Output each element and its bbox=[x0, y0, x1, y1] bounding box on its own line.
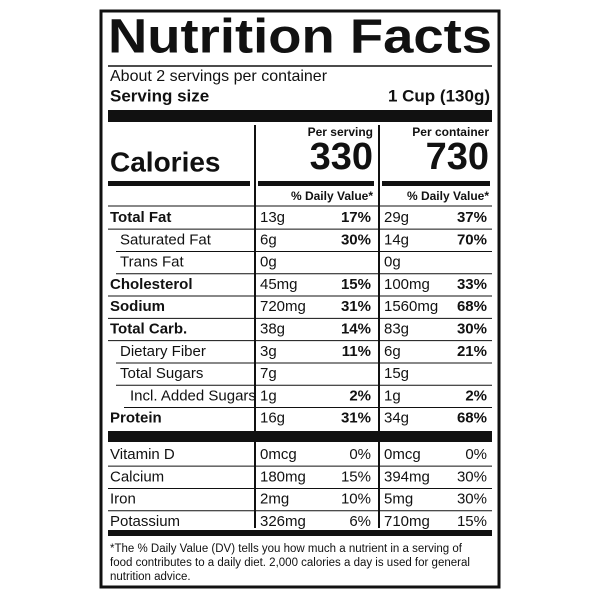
daily-value: 68% bbox=[457, 410, 487, 427]
serving-size: 1 Cup (130g) bbox=[388, 86, 490, 105]
nutrient-name: Calcium bbox=[110, 468, 164, 485]
amount: 6g bbox=[384, 343, 401, 360]
daily-value: 17% bbox=[341, 209, 371, 226]
daily-value: 15% bbox=[341, 276, 371, 293]
amount: 100mg bbox=[384, 276, 430, 293]
amount: 29g bbox=[384, 209, 409, 226]
amount: 38g bbox=[260, 320, 285, 337]
daily-value: 14% bbox=[341, 320, 371, 337]
amount: 710mg bbox=[384, 513, 430, 530]
amount: 0mcg bbox=[384, 446, 421, 463]
thick-bar bbox=[108, 110, 492, 122]
amount: 1560mg bbox=[384, 298, 438, 315]
amount: 3g bbox=[260, 343, 277, 360]
thick-bar bbox=[382, 181, 490, 186]
daily-value: 30% bbox=[457, 491, 487, 508]
daily-value: 31% bbox=[341, 298, 371, 315]
nutrient-name: Iron bbox=[110, 491, 136, 508]
thick-bar bbox=[108, 431, 492, 442]
amount: 2mg bbox=[260, 491, 289, 508]
column-heading: Per serving bbox=[308, 125, 373, 139]
daily-value: 2% bbox=[349, 387, 371, 404]
nutrient-name: Incl. Added Sugars bbox=[130, 387, 256, 404]
thick-bar bbox=[108, 181, 250, 186]
dv-heading: % Daily Value* bbox=[407, 189, 489, 203]
amount: 34g bbox=[384, 410, 409, 427]
calories-value: 730 bbox=[426, 136, 489, 178]
amount: 326mg bbox=[260, 513, 306, 530]
daily-value: 11% bbox=[342, 343, 371, 360]
nutrient-name: Sodium bbox=[110, 298, 165, 315]
amount: 720mg bbox=[260, 298, 306, 315]
amount: 45mg bbox=[260, 276, 298, 293]
nutrient-name: Total Sugars bbox=[120, 365, 203, 382]
daily-value: 30% bbox=[457, 468, 487, 485]
nutrient-name: Potassium bbox=[110, 513, 180, 530]
daily-value: 30% bbox=[341, 231, 371, 248]
footnote: *The % Daily Value (DV) tells you how mu… bbox=[110, 543, 463, 555]
title: Nutrition Facts bbox=[108, 11, 492, 64]
dv-heading: % Daily Value* bbox=[291, 189, 373, 203]
amount: 180mg bbox=[260, 468, 306, 485]
daily-value: 15% bbox=[457, 513, 487, 530]
amount: 394mg bbox=[384, 468, 430, 485]
nutrient-name: Saturated Fat bbox=[120, 231, 212, 248]
nutrient-name: Protein bbox=[110, 410, 162, 427]
daily-value: 37% bbox=[457, 209, 487, 226]
thick-bar bbox=[258, 181, 374, 186]
daily-value: 68% bbox=[457, 298, 487, 315]
daily-value: 31% bbox=[341, 410, 371, 427]
calories-value: 330 bbox=[310, 136, 373, 178]
daily-value: 21% bbox=[457, 343, 487, 360]
daily-value: 0% bbox=[465, 446, 487, 463]
daily-value: 2% bbox=[465, 387, 487, 404]
amount: 15g bbox=[384, 365, 409, 382]
daily-value: 10% bbox=[341, 491, 371, 508]
daily-value: 70% bbox=[457, 231, 487, 248]
nutrient-name: Total Carb. bbox=[110, 320, 187, 337]
footnote: food contributes to a daily diet. 2,000 … bbox=[110, 557, 470, 569]
footnote: nutrition advice. bbox=[110, 571, 191, 583]
amount: 13g bbox=[260, 209, 285, 226]
calories-label: Calories bbox=[110, 146, 221, 177]
nutrient-name: Total Fat bbox=[110, 209, 171, 226]
daily-value: 33% bbox=[457, 276, 487, 293]
daily-value: 30% bbox=[457, 320, 487, 337]
amount: 16g bbox=[260, 410, 285, 427]
amount: 7g bbox=[260, 365, 277, 382]
column-heading: Per container bbox=[412, 125, 489, 139]
amount: 14g bbox=[384, 231, 409, 248]
amount: 83g bbox=[384, 320, 409, 337]
amount: 6g bbox=[260, 231, 277, 248]
daily-value: 6% bbox=[349, 513, 371, 530]
daily-value: 15% bbox=[341, 468, 371, 485]
label-border bbox=[99, 9, 501, 589]
amount: 0g bbox=[260, 254, 277, 271]
amount: 0g bbox=[384, 254, 401, 271]
nutrient-name: Cholesterol bbox=[110, 276, 193, 293]
servings: About 2 servings per container bbox=[110, 68, 328, 85]
amount: 1g bbox=[260, 387, 277, 404]
nutrient-name: Vitamin D bbox=[110, 446, 175, 463]
serving-size-label: Serving size bbox=[110, 86, 209, 105]
daily-value: 0% bbox=[349, 446, 371, 463]
nutrient-name: Trans Fat bbox=[120, 254, 184, 271]
amount: 5mg bbox=[384, 491, 413, 508]
amount: 0mcg bbox=[260, 446, 297, 463]
nutrient-name: Dietary Fiber bbox=[120, 343, 206, 360]
amount: 1g bbox=[384, 387, 401, 404]
thick-bar bbox=[108, 530, 492, 536]
